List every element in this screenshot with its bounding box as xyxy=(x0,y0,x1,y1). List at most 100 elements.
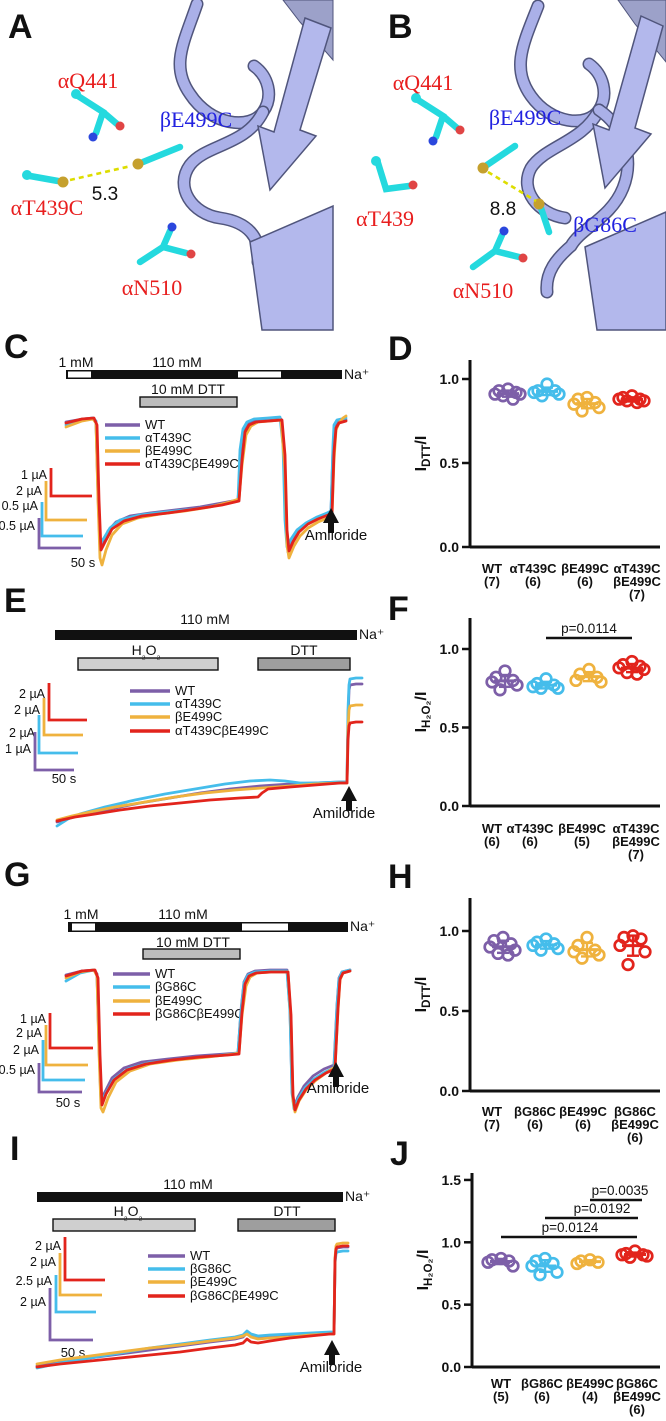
beta-strand-arrow xyxy=(592,14,664,190)
group-label: WT xyxy=(482,821,502,836)
residue-aT439 xyxy=(371,156,418,193)
ribbon-loop xyxy=(179,107,268,267)
data-point xyxy=(592,400,606,415)
label-aN510: αN510 xyxy=(122,275,182,300)
group-label: βG86C xyxy=(616,1376,659,1391)
concentration-label: 110 mM xyxy=(180,611,230,627)
group-label: αT439C xyxy=(613,561,661,576)
scatter-group-WT xyxy=(481,1251,520,1273)
distance-dash-line xyxy=(69,164,132,182)
trace-αT439CβE499C xyxy=(55,720,364,823)
group-n: (7) xyxy=(629,587,645,602)
legend-label: αT439CβE499C xyxy=(145,456,239,471)
label-bG86C: βG86C xyxy=(573,212,637,237)
amiloride-arrow xyxy=(328,1062,344,1087)
panel-letter-J: J xyxy=(390,1135,409,1173)
group-n: (6) xyxy=(534,1389,550,1404)
concentration-label: 110 mM xyxy=(152,354,202,370)
group-label: WT xyxy=(491,1376,511,1391)
panel-b-structure: αQ441 βE499C αT439 βG86C αN510 8.8 xyxy=(356,0,666,331)
data-point xyxy=(494,1251,508,1266)
scale-bar xyxy=(40,502,83,538)
legend-label: βG86C xyxy=(155,979,196,994)
scale-bar-label: 1 µA xyxy=(20,1012,47,1026)
amiloride-arrow xyxy=(323,508,339,533)
legend-label: βE499C xyxy=(175,709,222,724)
na-label: Na⁺ xyxy=(345,1188,370,1204)
group-n: (6) xyxy=(629,1402,645,1417)
group-label: βE499C xyxy=(561,561,609,576)
panel-letter-A: A xyxy=(8,8,33,46)
concentration-label: 1 mM xyxy=(64,906,99,922)
data-point xyxy=(640,1249,654,1263)
treatment-bar xyxy=(52,1218,196,1232)
y-axis-title-text: IDTT/I xyxy=(413,436,433,472)
group-label: βE499C xyxy=(566,1376,614,1391)
treatment-label: H₂O₂ xyxy=(114,1203,143,1223)
scatter-group-WT xyxy=(485,664,524,697)
scatter-group-βG86C xyxy=(526,932,565,957)
data-point xyxy=(550,1265,564,1279)
data-point xyxy=(533,1268,547,1282)
data-point xyxy=(580,930,594,945)
legend-label: βG86CβE499C xyxy=(190,1288,279,1303)
data-point xyxy=(591,1255,605,1269)
residue-aQ441 xyxy=(71,89,125,142)
scatter-group-βE499C xyxy=(567,390,606,418)
y-axis-title-text: IH₂O₂/I xyxy=(415,1250,435,1291)
scale-bar-label: 2 µA xyxy=(16,484,43,498)
scale-bar xyxy=(33,732,74,772)
scale-bar-label: 2 µA xyxy=(16,1026,43,1040)
trace-βG86CβE499C xyxy=(35,1244,350,1369)
scatter-group-βE499C xyxy=(567,930,606,965)
low-na-segment xyxy=(242,923,288,931)
treatment-label: 10 mM DTT xyxy=(151,381,225,397)
low-na-segment xyxy=(68,371,91,378)
na-label: Na⁺ xyxy=(359,626,384,642)
group-n: (4) xyxy=(582,1389,598,1404)
panel-letter-B: B xyxy=(388,8,413,46)
group-label: αT439C xyxy=(506,821,554,836)
data-point xyxy=(488,387,502,401)
data-point xyxy=(583,1253,597,1267)
scale-bar-label: 2 µA xyxy=(13,1043,40,1057)
data-point xyxy=(570,1256,584,1271)
data-point xyxy=(501,948,515,962)
y-axis-title: IH₂O₂/I xyxy=(415,1250,435,1291)
scale-bar-label: 1 µA xyxy=(5,742,32,756)
panel-h-scatter: 0.00.51.0IDTT/IWT(7)βG86C(6)βE499C(6)βG8… xyxy=(413,898,660,1145)
y-axis-title: IH₂O₂/I xyxy=(413,692,433,733)
y-tick-label: 1.0 xyxy=(440,923,460,939)
treatment-label: DTT xyxy=(290,642,318,658)
label-aT439C: αT439C xyxy=(11,195,84,220)
group-label: WT xyxy=(482,1104,502,1119)
data-point xyxy=(551,941,565,956)
y-tick-label: 0.0 xyxy=(440,798,460,814)
p-value-label: p=0.0124 xyxy=(542,1220,599,1235)
trace-βG86CβE499C xyxy=(64,968,352,1112)
scatter-group-αT439CβE499C xyxy=(612,389,651,410)
panel-letter-C: C xyxy=(4,328,29,366)
treatment-bar xyxy=(257,657,351,671)
residue-aN510 xyxy=(136,222,196,266)
scatter-group-βE499C xyxy=(570,1253,605,1271)
y-tick-label: 0.0 xyxy=(440,1083,460,1099)
residue-bE499C xyxy=(477,142,519,174)
scatter-group-βG86CβE499C xyxy=(615,1244,654,1264)
legend-label: WT xyxy=(175,683,195,698)
legend-label: βE499C xyxy=(155,993,202,1008)
data-point xyxy=(534,681,548,695)
group-n: (6) xyxy=(627,1130,643,1145)
treatment-bar xyxy=(139,396,238,408)
scale-bar xyxy=(44,481,87,522)
label-bE499C: βE499C xyxy=(160,107,232,132)
data-point xyxy=(615,1248,629,1262)
panel-letter-E: E xyxy=(4,582,27,620)
residue-bG86C xyxy=(533,198,553,236)
data-point xyxy=(637,394,651,408)
group-n: (7) xyxy=(484,574,500,589)
y-tick-label: 1.5 xyxy=(442,1172,462,1188)
concentration-label: 110 mM xyxy=(158,906,208,922)
